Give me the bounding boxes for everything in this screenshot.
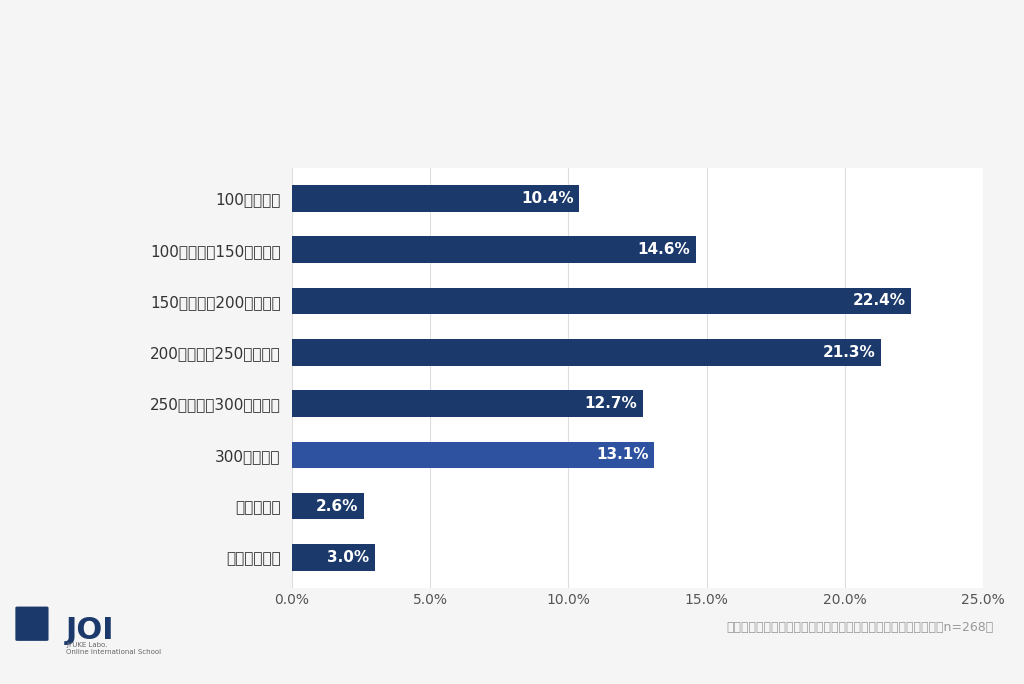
Bar bbox=[292, 544, 375, 570]
Text: 14.6%: 14.6% bbox=[637, 242, 690, 257]
Text: JOI: JOI bbox=[66, 616, 115, 646]
Text: インターナショナルスクールに通っている子どもがいる保護者（n=268）: インターナショナルスクールに通っている子どもがいる保護者（n=268） bbox=[726, 621, 993, 634]
Text: 21.3%: 21.3% bbox=[822, 345, 876, 360]
Bar bbox=[292, 492, 364, 520]
Text: 3.0%: 3.0% bbox=[327, 550, 370, 565]
Bar bbox=[292, 287, 911, 314]
Text: 22.4%: 22.4% bbox=[853, 293, 905, 308]
Text: JYUKE Labo.
Online International School: JYUKE Labo. Online International School bbox=[66, 642, 161, 655]
Bar bbox=[292, 339, 881, 365]
Text: 2.6%: 2.6% bbox=[315, 499, 358, 514]
Bar bbox=[292, 442, 654, 468]
Bar bbox=[292, 236, 695, 263]
Bar bbox=[292, 390, 643, 417]
Text: 10.4%: 10.4% bbox=[521, 191, 573, 206]
Bar bbox=[292, 185, 580, 211]
Text: 12.7%: 12.7% bbox=[585, 396, 637, 411]
Text: 13.1%: 13.1% bbox=[596, 447, 648, 462]
FancyBboxPatch shape bbox=[15, 607, 48, 641]
